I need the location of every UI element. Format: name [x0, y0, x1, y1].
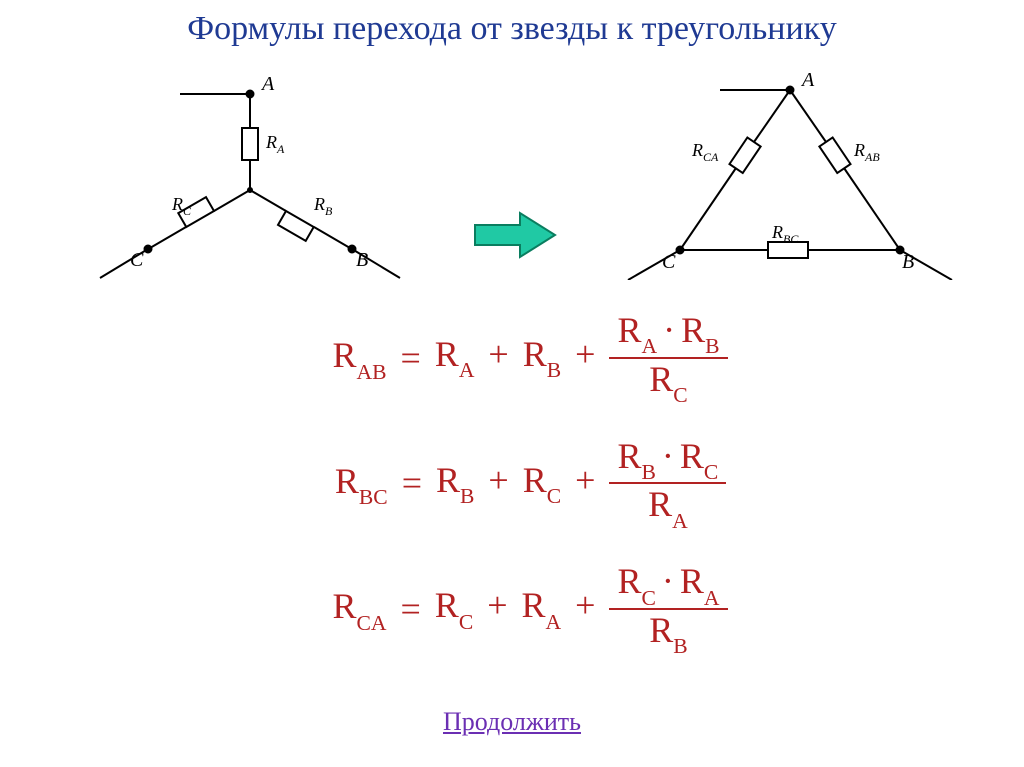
formula-row-2: RBC=RB+RC+RB·RCRA: [0, 436, 1024, 532]
delta-node-b: B: [902, 251, 914, 273]
formula-lhs: RAB: [296, 334, 386, 381]
formula-row-3: RCA=RC+RA+RC·RARB: [0, 561, 1024, 657]
fraction: RB·RCRA: [609, 436, 726, 532]
delta-node-a: A: [800, 69, 815, 91]
star-ra-label: RA: [265, 132, 285, 156]
star-node-a: A: [260, 73, 275, 95]
continue-link[interactable]: Продолжить: [443, 707, 581, 736]
formula-rhs: RA+RB+RA·RBRC: [435, 310, 728, 406]
formula-lhs: RBC: [298, 460, 388, 507]
delta-node-c: C: [662, 251, 676, 273]
star-node-c: C: [130, 249, 144, 271]
diagrams-area: A B C RA RB RC: [0, 60, 1024, 280]
formulas-block: RAB=RA+RB+RA·RBRCRBC=RB+RC+RB·RCRARCA=RC…: [0, 310, 1024, 687]
delta-rab-label: RAB: [853, 140, 880, 164]
equals-sign: =: [386, 337, 434, 379]
fraction: RA·RBRC: [609, 310, 727, 406]
star-node-b: B: [356, 249, 368, 271]
formula-rhs: RC+RA+RC·RARB: [435, 561, 728, 657]
equals-sign: =: [388, 462, 436, 504]
fraction: RC·RARB: [609, 561, 727, 657]
equals-sign: =: [386, 588, 434, 630]
slide-title: Формулы перехода от звезды к треугольник…: [0, 10, 1024, 48]
formula-rhs: RB+RC+RB·RCRA: [436, 436, 726, 532]
star-diagram: A B C RA RB RC: [80, 60, 440, 280]
slide: Формулы перехода от звезды к треугольник…: [0, 0, 1024, 767]
delta-rca-label: RCA: [691, 140, 719, 164]
formula-lhs: RCA: [296, 585, 386, 632]
transform-arrow-icon: [470, 210, 560, 260]
star-rb-label: RB: [313, 194, 333, 218]
continue-link-container: Продолжить: [0, 707, 1024, 737]
formula-row-1: RAB=RA+RB+RA·RBRC: [0, 310, 1024, 406]
delta-diagram: A B C RCA RAB RBC: [600, 60, 960, 280]
